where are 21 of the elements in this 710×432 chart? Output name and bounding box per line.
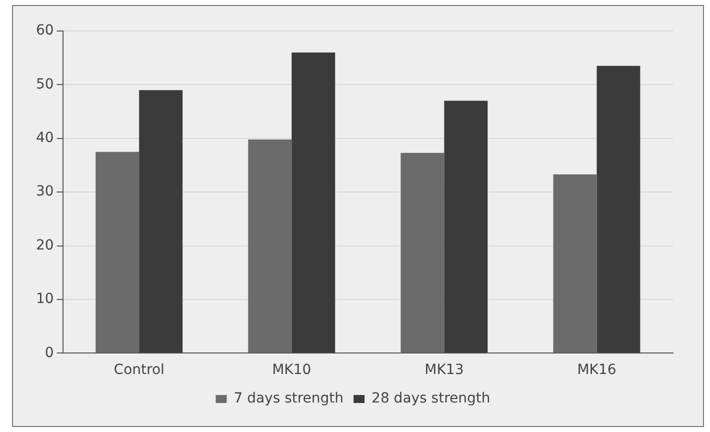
y-tick-label: 10 [36,291,54,308]
y-tick-label: 0 [44,344,54,361]
bar [400,152,444,353]
x-tick-label: MK10 [272,362,312,378]
bar [553,174,597,353]
legend-label: 7 days strength [234,390,344,407]
y-tick-label: 50 [36,76,54,92]
y-tick-label: 40 [36,130,54,146]
x-tick-label: Control [114,362,164,378]
y-tick-label: 20 [36,237,54,254]
bar [248,139,292,353]
bar [444,100,488,353]
bar [139,90,183,353]
x-tick-label: MK13 [424,362,464,378]
y-tick-label: 30 [36,184,54,200]
y-tick-label: 60 [36,22,54,39]
bar [292,52,336,353]
x-tick-label: MK16 [577,362,616,378]
bar [96,152,140,353]
legend-label: 28 days strength [372,390,490,407]
bar [596,66,640,353]
